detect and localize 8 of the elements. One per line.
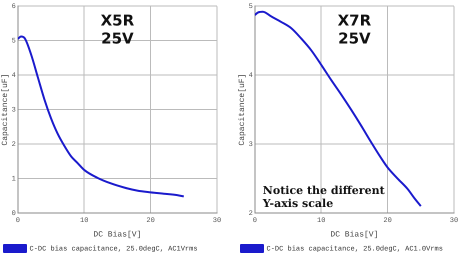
y-axis-title: Capacitance[uF] [238,74,247,146]
annotation: Notice the different Y-axis scale [262,184,386,210]
y-axis-title: Capacitance[uF] [0,74,10,146]
x-axis-title: DC Bias[V] [330,230,378,240]
line-series [254,10,422,208]
text: X5R 25V [100,12,135,48]
x-axis-title: DC Bias[V] [93,230,142,240]
text: X7R 25V [338,12,372,48]
